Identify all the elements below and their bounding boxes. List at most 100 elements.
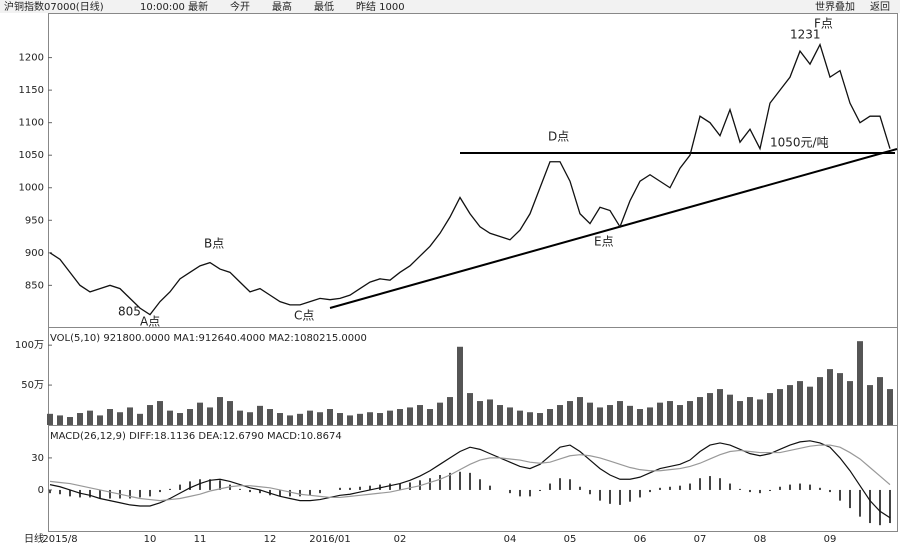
volume-bar — [177, 413, 183, 425]
x-tick-label: 2016/01 — [309, 534, 351, 545]
annotation: D点 — [548, 130, 569, 144]
volume-bar — [157, 401, 163, 425]
volume-bar — [757, 399, 763, 425]
x-tick-label: 07 — [694, 534, 707, 545]
volume-bar — [417, 405, 423, 425]
volume-bar — [377, 413, 383, 425]
volume-bar — [597, 407, 603, 425]
x-tick-label: 09 — [824, 534, 837, 545]
header-bar — [0, 0, 900, 13]
header-open: 今开 — [230, 0, 250, 13]
volume-bar — [787, 385, 793, 425]
volume-bar — [667, 401, 673, 425]
y-tick-label: 1050 — [19, 150, 44, 161]
volume-bar — [737, 401, 743, 425]
volume-bar — [527, 412, 533, 425]
x-tick-label: 05 — [564, 534, 577, 545]
y-tick-label: 50万 — [21, 380, 44, 391]
volume-bar — [557, 405, 563, 425]
volume-bar — [127, 407, 133, 425]
volume-bar — [307, 410, 313, 425]
volume-bar — [837, 373, 843, 425]
y-tick-label: 100万 — [15, 340, 44, 351]
annotation: F点 — [814, 17, 833, 31]
volume-bar — [327, 409, 333, 425]
volume-bar — [627, 405, 633, 425]
volume-bar — [197, 402, 203, 425]
back-button[interactable]: 返回 — [870, 1, 890, 13]
volume-bar — [687, 401, 693, 425]
volume-bar — [847, 381, 853, 425]
volume-bar — [427, 409, 433, 425]
volume-bar — [217, 397, 223, 425]
volume-bar — [227, 401, 233, 425]
volume-bar — [697, 397, 703, 425]
annotation: C点 — [294, 309, 314, 323]
annotation: E点 — [594, 235, 614, 249]
header-low: 最低 — [314, 0, 334, 13]
plot-frame — [48, 13, 898, 532]
macd-line — [49, 440, 891, 519]
volume-bar — [57, 415, 63, 425]
volume-bar — [297, 413, 303, 425]
volume-bar — [77, 413, 83, 425]
y-tick-label: 950 — [25, 215, 44, 226]
y-tick-label: 1150 — [19, 85, 44, 96]
volume-bar — [247, 412, 253, 425]
volume-bar — [237, 410, 243, 425]
price-line — [49, 42, 891, 316]
x-tick-label: 10 — [144, 534, 157, 545]
volume-bar — [367, 412, 373, 425]
volume-bar — [207, 407, 213, 425]
x-tick-label: 2015/8 — [42, 534, 77, 545]
volume-bar — [187, 409, 193, 425]
volume-bar — [577, 397, 583, 425]
volume-bar — [47, 413, 53, 425]
panel-title: VOL(5,10) 921800.0000 MA1:912640.4000 MA… — [50, 333, 367, 344]
volume-bar — [607, 405, 613, 425]
volume-bar — [477, 401, 483, 425]
volume-bar — [137, 413, 143, 425]
header-time: 10:00:00 最新 — [140, 0, 208, 13]
trend-line — [329, 148, 898, 309]
annotation: A点 — [140, 315, 160, 329]
volume-bar — [617, 401, 623, 425]
volume-bar — [387, 410, 393, 425]
volume-bar — [317, 412, 323, 425]
volume-bar — [337, 413, 343, 425]
volume-bar — [357, 413, 363, 425]
volume-bar — [407, 407, 413, 425]
volume-bar — [437, 402, 443, 425]
volume-bar — [887, 389, 893, 425]
volume-bar — [817, 377, 823, 425]
annotation: 1231 — [790, 28, 821, 42]
volume-bar — [777, 389, 783, 425]
volume-bar — [717, 389, 723, 425]
volume-bar — [747, 397, 753, 425]
volume-bar — [117, 412, 123, 425]
volume-bar — [537, 413, 543, 425]
volume-bar — [767, 393, 773, 425]
x-tick-label: 02 — [394, 534, 407, 545]
volume-bar — [657, 402, 663, 425]
volume-bar — [397, 409, 403, 425]
y-tick-label: 0 — [38, 485, 44, 496]
volume-bar — [167, 410, 173, 425]
volume-bar — [727, 394, 733, 425]
overlay-button[interactable]: 世界叠加 — [815, 1, 855, 13]
volume-bar — [487, 399, 493, 425]
volume-bar — [867, 385, 873, 425]
volume-bar — [827, 369, 833, 425]
annotation: 805 — [118, 305, 141, 319]
panel-title: MACD(26,12,9) DIFF:18.1136 DEA:12.6790 M… — [50, 431, 342, 442]
volume-bar — [87, 410, 93, 425]
volume-bar — [97, 415, 103, 425]
volume-bar — [347, 415, 353, 425]
macd-line — [49, 444, 891, 502]
volume-bar — [67, 417, 73, 425]
y-tick-label: 30 — [31, 453, 44, 464]
y-tick-label: 1200 — [19, 53, 44, 64]
volume-bar — [797, 381, 803, 425]
y-tick-label: 900 — [25, 248, 44, 259]
